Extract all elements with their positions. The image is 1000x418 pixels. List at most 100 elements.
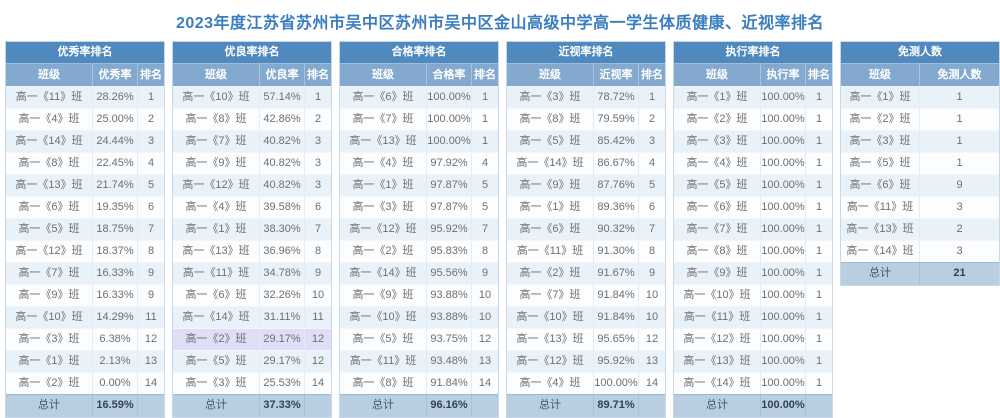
table-row[interactable]: 高一《2》班 29.17% 12 (173, 328, 331, 350)
table-row[interactable]: 高一《9》班 40.82% 3 (173, 152, 331, 174)
table-row[interactable]: 高一《14》班 100.00% 1 (674, 372, 832, 394)
table-row[interactable]: 高一《4》班 97.92% 4 (340, 152, 498, 174)
table-row[interactable]: 高一《9》班 87.76% 5 (507, 174, 665, 196)
table-row[interactable]: 高一《9》班 16.33% 9 (6, 284, 164, 306)
table-row[interactable]: 高一《11》班 28.26% 1 (6, 86, 164, 108)
table-row[interactable]: 高一《3》班 100.00% 1 (674, 130, 832, 152)
column-header-cell-class: 班级 (6, 64, 93, 86)
table-row[interactable]: 高一《6》班 100.00% 1 (674, 196, 832, 218)
table-row[interactable]: 高一《12》班 18.37% 8 (6, 240, 164, 262)
table-row[interactable]: 高一《4》班 39.58% 6 (173, 196, 331, 218)
table-row[interactable]: 高一《3》班 25.53% 14 (173, 372, 331, 394)
cell-class: 高一《6》班 (507, 218, 594, 240)
table-row[interactable]: 高一《6》班 32.26% 10 (173, 284, 331, 306)
cell-class: 高一《6》班 (841, 174, 920, 196)
table-title: 合格率排名 (340, 42, 498, 64)
table-row[interactable]: 高一《10》班 57.14% 1 (173, 86, 331, 108)
table-row[interactable]: 高一《7》班 16.33% 9 (6, 262, 164, 284)
table-row[interactable]: 高一《13》班 95.65% 12 (507, 328, 665, 350)
table-row[interactable]: 高一《1》班 89.36% 6 (507, 196, 665, 218)
table-row[interactable]: 高一《4》班 100.00% 14 (507, 372, 665, 394)
table-row[interactable]: 高一《13》班 100.00% 1 (340, 130, 498, 152)
cell-class: 高一《9》班 (507, 174, 594, 196)
cell-rank: 9 (472, 262, 498, 284)
cell-rank: 1 (639, 86, 665, 108)
table-row[interactable]: 高一《1》班 2.13% 13 (6, 350, 164, 372)
table-row[interactable]: 高一《11》班 91.30% 8 (507, 240, 665, 262)
table-row[interactable]: 高一《3》班 6.38% 12 (6, 328, 164, 350)
table-row[interactable]: 高一《6》班 90.32% 7 (507, 218, 665, 240)
table-row[interactable]: 高一《12》班 95.92% 13 (507, 350, 665, 372)
table-row[interactable]: 高一《3》班 1 (841, 130, 999, 152)
table-row[interactable]: 高一《5》班 29.17% 12 (173, 350, 331, 372)
table-row[interactable]: 高一《2》班 100.00% 1 (674, 108, 832, 130)
table-row[interactable]: 高一《2》班 0.00% 14 (6, 372, 164, 394)
table-row[interactable]: 高一《7》班 100.00% 1 (340, 108, 498, 130)
table-row[interactable]: 高一《12》班 40.82% 3 (173, 174, 331, 196)
table-row[interactable]: 高一《4》班 25.00% 2 (6, 108, 164, 130)
table-row[interactable]: 高一《5》班 1 (841, 152, 999, 174)
table-row[interactable]: 高一《10》班 100.00% 1 (674, 284, 832, 306)
table-row[interactable]: 高一《9》班 100.00% 1 (674, 262, 832, 284)
cell-value: 24.44% (93, 130, 138, 152)
table-row[interactable]: 高一《14》班 86.67% 4 (507, 152, 665, 174)
table-row[interactable]: 高一《10》班 93.88% 10 (340, 306, 498, 328)
table-row[interactable]: 高一《1》班 38.30% 7 (173, 218, 331, 240)
cell-rank: 12 (472, 328, 498, 350)
cell-class: 高一《4》班 (507, 372, 594, 394)
table-row[interactable]: 高一《11》班 100.00% 1 (674, 306, 832, 328)
table-row[interactable]: 高一《13》班 100.00% 1 (674, 350, 832, 372)
table-row[interactable]: 高一《9》班 93.88% 10 (340, 284, 498, 306)
table-title: 近视率排名 (507, 42, 665, 64)
table-row[interactable]: 高一《2》班 95.83% 8 (340, 240, 498, 262)
cell-rank: 14 (138, 372, 164, 394)
table-row[interactable]: 高一《14》班 3 (841, 240, 999, 262)
cell-value: 6.38% (93, 328, 138, 350)
table-row[interactable]: 高一《10》班 91.84% 10 (507, 306, 665, 328)
table-row[interactable]: 高一《5》班 18.75% 7 (6, 218, 164, 240)
table-row[interactable]: 高一《4》班 100.00% 1 (674, 152, 832, 174)
table-row[interactable]: 高一《14》班 31.11% 11 (173, 306, 331, 328)
cell-rank: 2 (639, 108, 665, 130)
table-row[interactable]: 高一《7》班 40.82% 3 (173, 130, 331, 152)
table-row[interactable]: 高一《3》班 97.87% 5 (340, 196, 498, 218)
table-row[interactable]: 高一《13》班 2 (841, 218, 999, 240)
table-row[interactable]: 高一《8》班 91.84% 14 (340, 372, 498, 394)
table-row[interactable]: 高一《5》班 100.00% 1 (674, 174, 832, 196)
table-row[interactable]: 高一《2》班 91.67% 9 (507, 262, 665, 284)
table-row[interactable]: 高一《8》班 100.00% 1 (674, 240, 832, 262)
table-row[interactable]: 高一《13》班 21.74% 5 (6, 174, 164, 196)
table-row[interactable]: 高一《6》班 100.00% 1 (340, 86, 498, 108)
table-row[interactable]: 高一《6》班 9 (841, 174, 999, 196)
cell-value: 85.42% (594, 130, 639, 152)
table-row[interactable]: 高一《1》班 100.00% 1 (674, 86, 832, 108)
cell-rank: 1 (806, 328, 832, 350)
table-row[interactable]: 高一《3》班 78.72% 1 (507, 86, 665, 108)
table-row[interactable]: 高一《8》班 79.59% 2 (507, 108, 665, 130)
table-row[interactable]: 高一《12》班 100.00% 1 (674, 328, 832, 350)
table-row[interactable]: 高一《1》班 1 (841, 86, 999, 108)
table-row[interactable]: 高一《8》班 42.86% 2 (173, 108, 331, 130)
table-row[interactable]: 高一《11》班 3 (841, 196, 999, 218)
table-row[interactable]: 高一《8》班 22.45% 4 (6, 152, 164, 174)
table-row[interactable]: 高一《7》班 100.00% 1 (674, 218, 832, 240)
table-row[interactable]: 高一《12》班 95.92% 7 (340, 218, 498, 240)
table-row[interactable]: 高一《5》班 93.75% 12 (340, 328, 498, 350)
cell-value: 40.82% (260, 152, 305, 174)
table-row[interactable]: 高一《11》班 93.48% 13 (340, 350, 498, 372)
total-label: 总计 (173, 395, 260, 417)
total-row: 总计 89.71% (507, 394, 665, 417)
table-row[interactable]: 高一《10》班 14.29% 11 (6, 306, 164, 328)
table-row[interactable]: 高一《6》班 19.35% 6 (6, 196, 164, 218)
table-row[interactable]: 高一《5》班 85.42% 3 (507, 130, 665, 152)
table-row[interactable]: 高一《7》班 91.84% 10 (507, 284, 665, 306)
cell-class: 高一《13》班 (340, 130, 427, 152)
table-row[interactable]: 高一《2》班 1 (841, 108, 999, 130)
table-row[interactable]: 高一《14》班 95.56% 9 (340, 262, 498, 284)
table-row[interactable]: 高一《13》班 36.96% 8 (173, 240, 331, 262)
table-row[interactable]: 高一《1》班 97.87% 5 (340, 174, 498, 196)
cell-rank: 2 (138, 108, 164, 130)
table-row[interactable]: 高一《14》班 24.44% 3 (6, 130, 164, 152)
table-row[interactable]: 高一《11》班 34.78% 9 (173, 262, 331, 284)
total-label: 总计 (841, 263, 920, 285)
